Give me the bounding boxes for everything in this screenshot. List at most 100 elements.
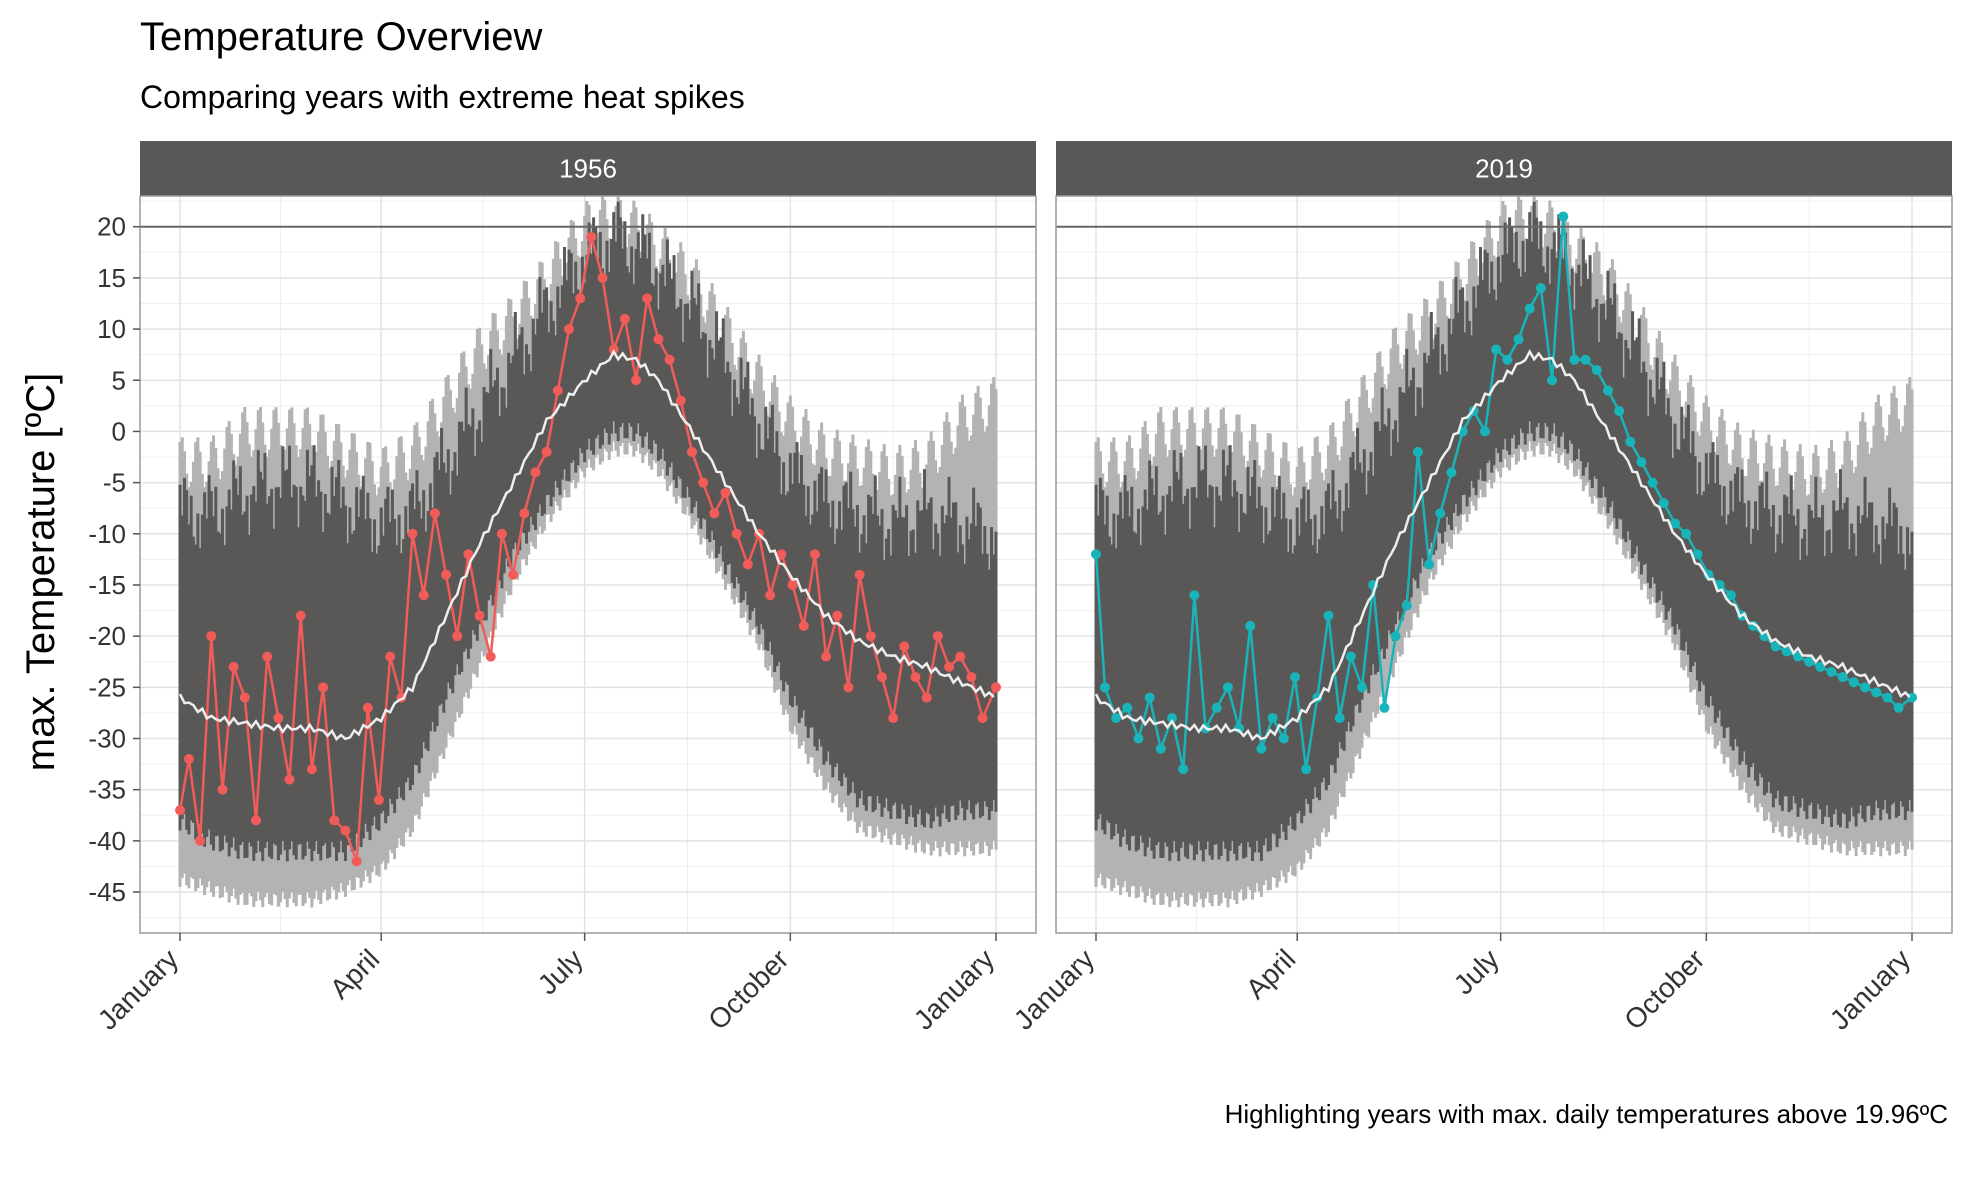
highlight-point — [418, 590, 429, 601]
highlight-point — [991, 682, 1001, 693]
highlight-point — [373, 794, 384, 805]
highlight-point — [1222, 682, 1233, 693]
highlight-point — [251, 815, 262, 826]
highlight-point — [228, 661, 239, 672]
highlight-point — [273, 713, 284, 724]
highlight-point — [1256, 743, 1267, 754]
x-tick-label: July — [532, 943, 589, 1000]
highlight-point — [485, 651, 496, 662]
highlight-point — [1692, 549, 1703, 560]
highlight-point — [653, 334, 664, 345]
highlight-point — [552, 385, 563, 396]
highlight-point — [798, 620, 809, 631]
highlight-point — [1133, 733, 1144, 744]
highlight-point — [686, 446, 697, 457]
highlight-point — [1211, 702, 1222, 713]
highlight-point — [1547, 375, 1558, 386]
highlight-point — [1591, 365, 1602, 376]
highlight-point — [1524, 303, 1535, 314]
highlight-point — [832, 610, 843, 621]
highlight-point — [463, 549, 474, 560]
highlight-point — [876, 672, 887, 683]
highlight-line-1956 — [178, 236, 998, 862]
chart-subtitle: Comparing years with extreme heat spikes — [140, 79, 745, 115]
highlight-point — [899, 641, 910, 652]
highlight-point — [1446, 467, 1457, 478]
x-tick-label: April — [1240, 943, 1302, 1005]
highlight-point — [1435, 508, 1446, 519]
highlight-point — [631, 375, 642, 386]
highlight-point — [1289, 672, 1300, 683]
highlight-point — [865, 631, 876, 642]
highlight-point — [1804, 656, 1815, 667]
highlight-point — [1614, 405, 1625, 416]
highlight-point — [530, 467, 541, 478]
highlight-point — [239, 692, 250, 703]
x-tick-label: January — [1824, 943, 1916, 1035]
highlight-point — [385, 651, 396, 662]
highlight-point — [1681, 528, 1692, 539]
highlight-point — [910, 672, 921, 683]
x-tick-label: October — [702, 943, 794, 1035]
highlight-point — [1357, 682, 1368, 693]
highlight-point — [1401, 600, 1412, 611]
highlight-point — [1479, 426, 1490, 437]
highlight-point — [1334, 713, 1345, 724]
highlight-point — [441, 569, 452, 580]
highlight-point — [1502, 354, 1513, 365]
panel-border — [139, 195, 1037, 934]
highlight-point — [1770, 641, 1781, 652]
highlight-point — [1658, 498, 1669, 509]
y-axis-label: max. Temperature [ºC] — [19, 373, 63, 771]
mean-line — [1094, 349, 1911, 742]
panel-border — [1055, 195, 1953, 934]
highlight-point — [1301, 764, 1312, 775]
y-tick-label: -35 — [88, 775, 126, 805]
highlight-point — [318, 682, 329, 693]
highlight-point — [1513, 334, 1524, 345]
highlight-point — [1424, 559, 1435, 570]
highlight-point — [1535, 283, 1546, 294]
highlight-point — [1178, 764, 1189, 775]
y-tick-label: 15 — [97, 263, 126, 293]
highlight-point — [362, 702, 373, 713]
highlight-point — [709, 508, 720, 519]
y-tick-label: 0 — [112, 416, 126, 446]
highlight-point — [262, 651, 273, 662]
data-layer — [1091, 196, 1917, 908]
highlight-point — [295, 610, 306, 621]
highlight-point — [776, 549, 787, 560]
highlight-point — [944, 661, 955, 672]
highlight-point — [1491, 344, 1502, 355]
y-tick-label: -40 — [88, 826, 126, 856]
x-tick-label: January — [1008, 943, 1100, 1035]
panel-2019: 2019 January April July October January — [1008, 141, 1953, 1036]
x-tick-label: July — [1448, 943, 1505, 1000]
y-tick-label: -25 — [88, 672, 126, 702]
highlight-point — [1390, 631, 1401, 642]
highlight-point — [977, 713, 988, 724]
highlight-point — [742, 559, 753, 570]
highlight-point — [821, 651, 832, 662]
highlight-point — [720, 487, 731, 498]
highlight-point — [1245, 620, 1256, 631]
highlight-point — [429, 508, 440, 519]
chart-caption: Highlighting years with max. daily tempe… — [1225, 1099, 1948, 1129]
highlight-point — [966, 672, 977, 683]
y-tick-label: 10 — [97, 314, 126, 344]
highlight-point — [1860, 682, 1871, 693]
y-tick-label: -45 — [88, 877, 126, 907]
y-tick-label: -10 — [88, 519, 126, 549]
highlight-point — [888, 713, 899, 724]
highlight-point — [508, 569, 519, 580]
facet-strip-label: 2019 — [1475, 154, 1533, 184]
highlight-point — [843, 682, 854, 693]
highlight-point — [1155, 743, 1166, 754]
highlight-point — [1278, 733, 1289, 744]
highlight-point — [642, 293, 653, 304]
highlight-point — [1267, 713, 1278, 724]
highlight-point — [1379, 702, 1390, 713]
highlight-point — [597, 272, 608, 283]
highlight-point — [1569, 354, 1580, 365]
